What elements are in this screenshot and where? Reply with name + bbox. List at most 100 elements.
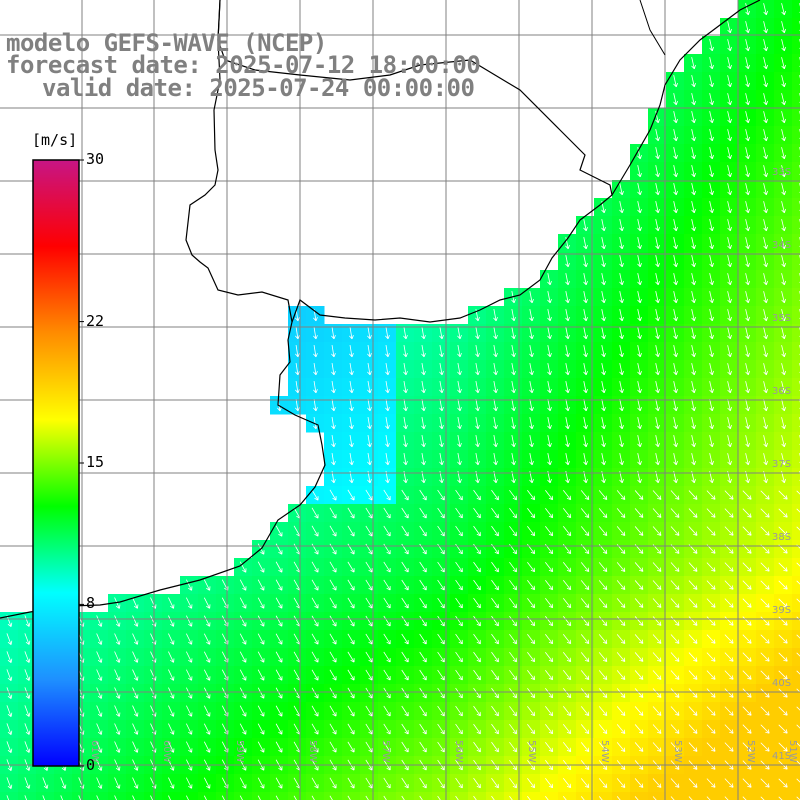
wind-arrow — [311, 777, 319, 789]
wind-arrow — [403, 417, 408, 430]
wind-arrow — [724, 508, 734, 518]
wind-arrow — [275, 777, 283, 789]
wind-speed-cell — [90, 792, 109, 800]
wind-arrow — [203, 723, 211, 735]
wind-arrow — [168, 651, 175, 663]
wind-speed-cell — [324, 792, 343, 800]
wind-arrow — [727, 165, 732, 178]
wind-arrow — [295, 345, 300, 358]
wind-arrow — [547, 345, 552, 358]
wind-speed-cell — [216, 792, 235, 800]
wind-arrow — [634, 580, 644, 590]
wind-arrow — [781, 273, 786, 286]
wind-arrow — [401, 651, 409, 663]
wind-arrow — [545, 526, 554, 537]
wind-arrow — [311, 633, 319, 645]
wind-speed-cell — [792, 270, 800, 289]
wind-arrow — [347, 615, 355, 627]
wind-arrow — [691, 165, 696, 178]
wind-speed-cell — [792, 738, 800, 757]
wind-arrow — [598, 634, 608, 645]
wind-arrow — [670, 562, 680, 572]
wind-arrow — [257, 633, 265, 645]
wind-arrow — [562, 724, 572, 735]
wind-arrow — [295, 327, 300, 340]
wind-arrow — [473, 669, 481, 681]
wind-arrow — [778, 796, 783, 800]
wind-arrow — [401, 687, 409, 699]
wind-arrow — [706, 508, 716, 518]
wind-arrow — [637, 147, 642, 160]
wind-speed-cell — [792, 216, 800, 235]
wind-arrow — [760, 652, 770, 662]
wind-arrow — [583, 381, 588, 394]
wind-arrow — [383, 579, 391, 591]
wind-speed-cell — [792, 558, 800, 577]
wind-arrow — [168, 705, 175, 717]
lat-label: 34S — [772, 240, 791, 251]
wind-arrow — [24, 687, 31, 699]
wind-arrow — [509, 795, 513, 800]
wind-arrow — [619, 417, 624, 430]
wind-arrow — [745, 165, 750, 178]
wind-arrow — [709, 399, 714, 412]
wind-arrow — [781, 111, 786, 124]
wind-arrow — [637, 381, 642, 394]
wind-arrow — [529, 417, 534, 430]
wind-arrow — [275, 633, 283, 645]
wind-arrow — [347, 489, 355, 501]
wind-arrow — [437, 633, 445, 645]
wind-arrow — [580, 652, 590, 663]
wind-arrow — [781, 255, 786, 268]
wind-arrow — [365, 777, 373, 789]
wind-arrow — [655, 291, 660, 304]
wind-arrow — [781, 75, 786, 88]
wind-arrow — [745, 327, 750, 340]
wind-arrow — [796, 652, 800, 657]
wind-arrow — [745, 363, 750, 376]
wind-arrow — [709, 345, 714, 358]
wind-arrow — [383, 741, 391, 753]
wind-arrow — [763, 417, 768, 430]
wind-arrow — [583, 219, 588, 232]
wind-arrow — [760, 526, 770, 536]
lon-label: 56W — [453, 740, 464, 763]
wind-arrow — [727, 399, 732, 412]
wind-arrow — [670, 796, 675, 800]
wind-arrow — [114, 795, 117, 800]
wind-arrow — [709, 435, 714, 448]
wind-speed-cell — [702, 792, 721, 800]
wind-arrow — [562, 778, 572, 789]
wind-arrow — [419, 687, 427, 699]
wind-arrow — [709, 309, 714, 322]
wind-arrow — [688, 742, 698, 752]
wind-arrow — [257, 651, 265, 663]
wind-speed-cell — [792, 72, 800, 91]
wind-arrow — [688, 580, 698, 590]
wind-arrow — [275, 579, 283, 591]
wind-arrow — [745, 309, 750, 322]
wind-arrow — [547, 273, 552, 286]
wind-arrow — [760, 598, 770, 608]
wind-arrow — [313, 345, 318, 358]
wind-arrow — [763, 57, 768, 70]
wind-arrow — [745, 3, 750, 16]
wind-arrow — [562, 526, 572, 537]
wind-speed-cell — [792, 288, 800, 307]
wind-arrow — [763, 183, 768, 196]
wind-arrow — [637, 219, 642, 232]
wind-arrow — [616, 688, 626, 698]
wind-arrow — [616, 562, 626, 572]
wind-arrow — [473, 651, 481, 663]
wind-arrow — [778, 562, 788, 572]
wind-arrow — [598, 508, 608, 519]
wind-speed-cell — [792, 792, 800, 800]
wind-arrow — [637, 417, 642, 430]
wind-arrow — [634, 670, 644, 680]
wind-arrow — [565, 327, 570, 340]
wind-arrow — [691, 57, 696, 70]
wind-arrow — [619, 363, 624, 376]
wind-arrow — [475, 345, 480, 358]
wind-arrow — [709, 57, 714, 70]
